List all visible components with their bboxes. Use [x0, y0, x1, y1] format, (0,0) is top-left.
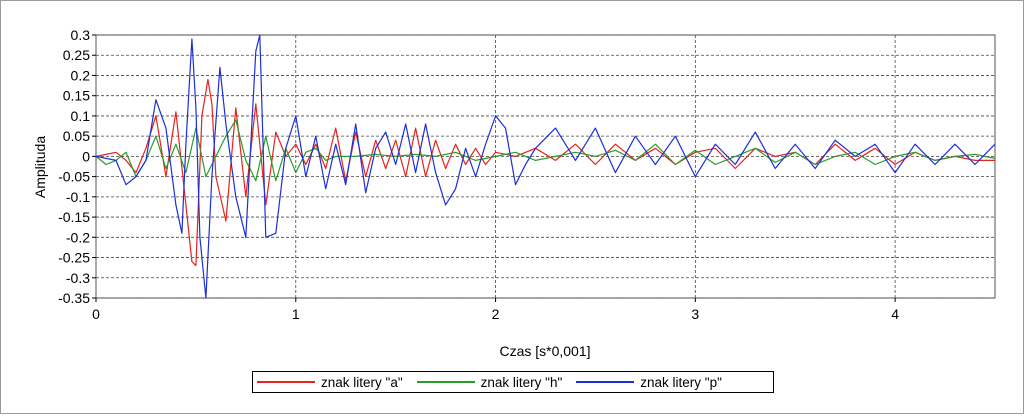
y-tick-label: -0.25 — [58, 250, 90, 266]
legend-label-a: znak litery "a" — [321, 374, 403, 390]
y-tick-label: -0.05 — [58, 169, 90, 185]
y-tick-label: 0 — [82, 148, 90, 164]
x-axis-label: Czas [s*0,001] — [499, 343, 590, 359]
y-tick-label: 0.1 — [71, 108, 91, 124]
x-tick-label: 1 — [292, 306, 300, 322]
x-axis-ticks: 0 1 2 3 4 — [92, 298, 899, 322]
grid-lines — [96, 34, 995, 299]
legend: znak litery "a" znak litery "h" znak lit… — [252, 371, 774, 393]
series-line-h — [96, 119, 995, 182]
y-tick-label: -0.35 — [58, 290, 90, 306]
series-line-p — [96, 34, 995, 299]
legend-swatch-a — [257, 381, 315, 383]
y-axis-label: Amplituda — [32, 136, 48, 198]
legend-label-h: znak litery "h" — [480, 374, 563, 390]
y-tick-label: 0.3 — [71, 27, 91, 43]
series-lines — [96, 34, 995, 299]
x-tick-label: 4 — [891, 306, 899, 322]
legend-item-a[interactable]: znak litery "a" — [257, 372, 403, 392]
legend-swatch-p — [576, 381, 635, 383]
y-tick-label: 0.15 — [63, 88, 90, 104]
y-tick-label: -0.15 — [58, 209, 90, 225]
x-tick-label: 2 — [492, 306, 500, 322]
x-tick-label: 0 — [92, 306, 100, 322]
legend-item-p[interactable]: znak litery "p" — [576, 372, 722, 392]
legend-label-p: znak litery "p" — [640, 374, 722, 390]
x-tick-label: 3 — [691, 306, 699, 322]
plot-area — [95, 34, 996, 299]
y-tick-label: 0.25 — [63, 47, 90, 63]
legend-item-h[interactable]: znak litery "h" — [416, 372, 563, 392]
y-tick-label: -0.1 — [66, 189, 90, 205]
y-tick-label: 0.05 — [63, 128, 90, 144]
y-axis-ticks: 0.3 0.25 0.2 0.15 0.1 0.05 0 -0.05 -0.1 -0.15 -0.2… — [58, 27, 96, 306]
legend-swatch-h — [416, 381, 475, 383]
series-line-a — [96, 78, 995, 267]
y-tick-label: 0.2 — [71, 67, 91, 83]
y-tick-label: -0.2 — [66, 229, 90, 245]
y-tick-label: -0.3 — [66, 270, 90, 286]
